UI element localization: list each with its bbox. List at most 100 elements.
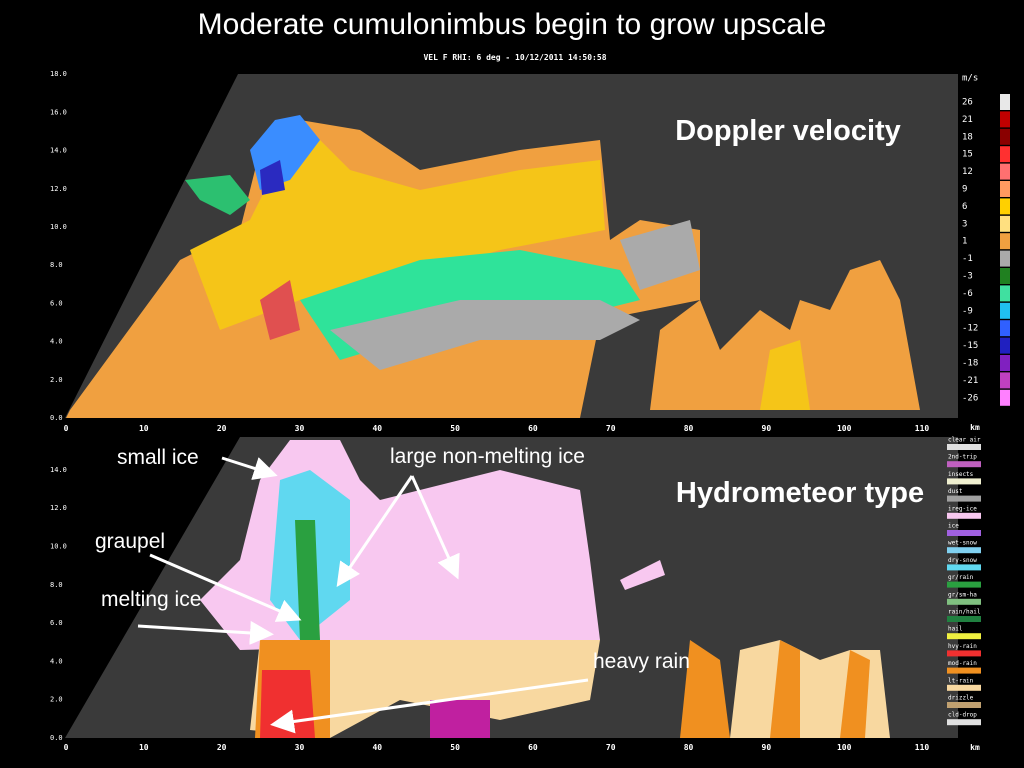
colorbar-swatch [1000, 128, 1010, 145]
legend-swatch [947, 598, 981, 605]
colorbar-swatch [1000, 233, 1010, 250]
y-tick-label: 10.0 [50, 223, 67, 231]
annotation: heavy rain [593, 650, 690, 673]
colorbar-label: 9 [962, 185, 967, 195]
legend-label: 2nd-trip [948, 454, 977, 461]
colorbar-swatch [1000, 111, 1010, 128]
x-tick-label: 40 [372, 424, 382, 433]
y-tick-label: 4.0 [50, 657, 63, 665]
colorbar-label: -3 [962, 272, 973, 282]
x-tick-label: 60 [528, 424, 538, 433]
legend-label: ice [948, 523, 959, 530]
legend-swatch [947, 719, 981, 726]
annotation: large non-melting ice [390, 445, 585, 468]
arrow [137, 620, 274, 645]
colorbar-label: -12 [962, 324, 978, 334]
legend-swatch [947, 547, 981, 554]
y-tick-label: 2.0 [50, 696, 63, 704]
colorbar-label: -6 [962, 289, 973, 299]
legend-swatch [947, 495, 981, 502]
legend-label: hvy-rain [948, 643, 977, 650]
colorbar-swatch [1000, 268, 1010, 284]
hydrometeor-image [65, 435, 960, 740]
velocity-image [65, 72, 960, 420]
colorbar-label: 1 [962, 237, 967, 247]
x-tick-label: 60 [528, 743, 538, 752]
legend-label: ireg-ice [948, 505, 977, 512]
legend-label: lt-rain [948, 677, 974, 684]
legend-swatch [947, 444, 981, 450]
legend-swatch [947, 702, 981, 708]
colorbar-label: 6 [962, 202, 967, 212]
legend-label: hail [948, 626, 963, 633]
colorbar-swatch [1000, 163, 1010, 180]
legend-swatch [947, 650, 981, 657]
y-tick-label: 12.0 [50, 504, 67, 512]
x-tick-label: 110 [915, 743, 930, 752]
legend-label: insects [948, 471, 974, 478]
colorbar-swatch [1000, 146, 1010, 163]
slide-title: Moderate cumulonimbus begin to grow upsc… [198, 8, 827, 41]
x-unit: km [970, 423, 980, 432]
legend-swatch [947, 512, 981, 519]
colorbar-swatch [1000, 250, 1010, 267]
y-tick-label: 18.0 [50, 70, 67, 78]
colorbar-swatch [1000, 198, 1010, 215]
x-unit: km [970, 743, 980, 752]
colorbar-label: -26 [962, 393, 978, 403]
colorbar-label: 12 [962, 167, 973, 177]
y-tick-label: 14.0 [50, 466, 67, 474]
legend-label: mod-rain [948, 660, 977, 667]
y-tick-label: 4.0 [50, 338, 63, 346]
arrow [221, 456, 278, 480]
colorbar-swatch [1000, 320, 1010, 337]
x-tick-label: 100 [837, 424, 852, 433]
legend-label: dry-snow [948, 557, 977, 564]
y-tick-label: 8.0 [50, 581, 63, 589]
legend-swatch [947, 564, 981, 571]
subtitle: VEL F RHI: 6 deg - 10/12/2011 14:50:58 [423, 53, 606, 62]
colorbar-label: 18 [962, 132, 973, 142]
annotation: melting ice [101, 588, 201, 611]
x-tick-label: 10 [139, 424, 149, 433]
arrow [336, 475, 414, 587]
colorbar-label: -15 [962, 341, 978, 351]
x-tick-label: 20 [217, 743, 227, 752]
y-tick-label: 10.0 [50, 543, 67, 551]
x-tick-label: 30 [295, 743, 305, 752]
y-tick-label: 0.0 [50, 734, 63, 742]
colorbar-swatch [1000, 94, 1010, 110]
legend-label: cld-drop [948, 712, 977, 719]
colorbar-swatch [1000, 181, 1010, 197]
y-tick-label: 14.0 [50, 147, 67, 155]
x-tick-label: 40 [372, 743, 382, 752]
colorbar-swatch [1000, 372, 1010, 389]
legend-swatch [947, 667, 981, 674]
legend-label: rain/hail [948, 609, 981, 616]
legend-label: dust [948, 488, 963, 495]
colorbar-swatch [1000, 285, 1010, 302]
colorbar-label: -9 [962, 306, 973, 316]
colorbar-label: -18 [962, 359, 978, 369]
colorbar-swatch [1000, 337, 1010, 354]
colorbar-label: 21 [962, 115, 973, 125]
y-tick-label: 0.0 [50, 414, 63, 422]
y-tick-label: 6.0 [50, 299, 63, 307]
x-tick-label: 0 [64, 424, 69, 433]
x-tick-label: 100 [837, 743, 852, 752]
x-tick-label: 80 [684, 424, 694, 433]
colorbar-swatch [1000, 302, 1010, 319]
legend-label: clear air [948, 437, 981, 444]
x-tick-label: 50 [450, 743, 460, 752]
colorbar-label: -1 [962, 254, 973, 264]
colorbar-swatch [1000, 355, 1010, 371]
colorbar-label: -21 [962, 376, 978, 386]
x-tick-label: 10 [139, 743, 149, 752]
colorbar-label: 15 [962, 150, 973, 160]
y-tick-label: 2.0 [50, 376, 63, 384]
x-tick-label: 0 [64, 743, 69, 752]
y-tick-label: 6.0 [50, 619, 63, 627]
x-tick-label: 50 [450, 424, 460, 433]
legend-label: drizzle [948, 695, 974, 702]
